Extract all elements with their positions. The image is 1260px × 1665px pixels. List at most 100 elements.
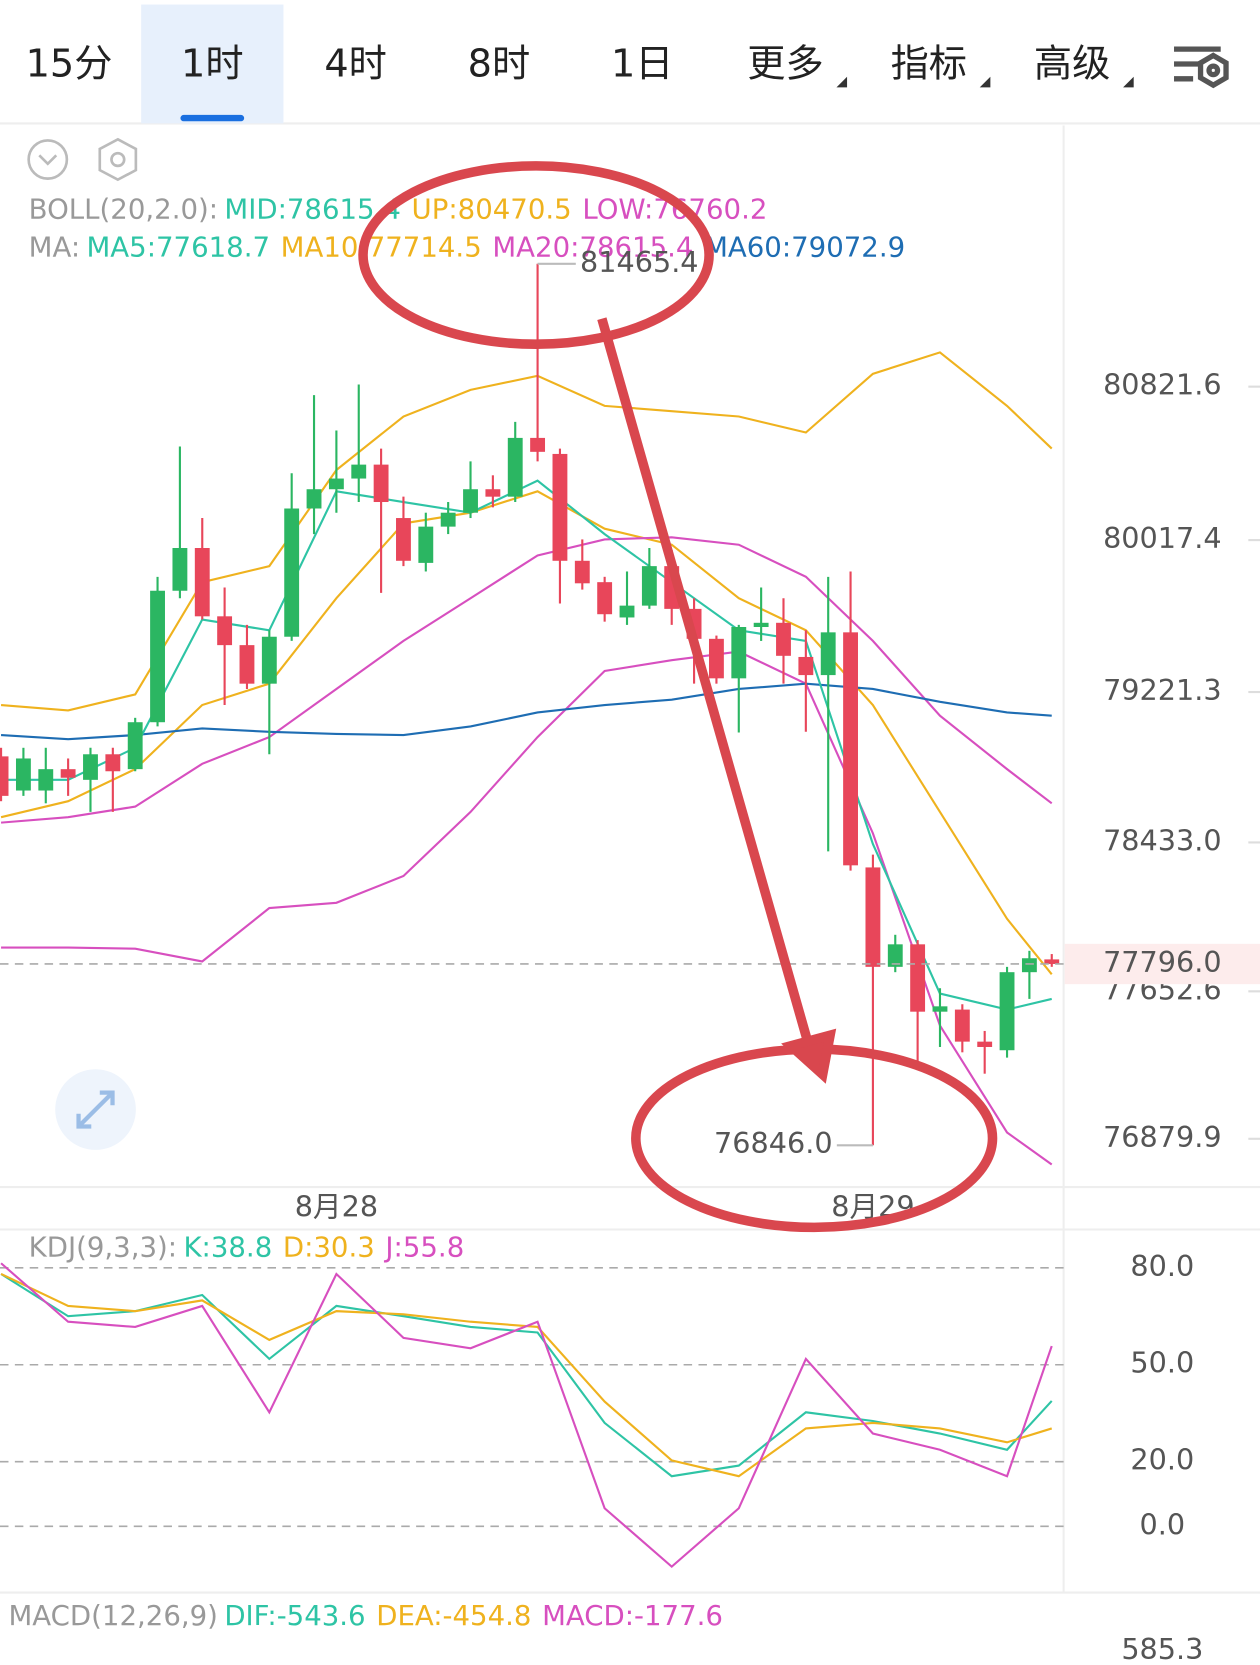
candle-body: [485, 489, 501, 497]
legend-item: J:55.8: [383, 1231, 464, 1264]
legend-item: DEA:-454.8: [376, 1599, 531, 1632]
candle-body: [619, 605, 635, 618]
candle-body: [932, 1006, 948, 1012]
tab[interactable]: 15分: [26, 43, 113, 87]
tab[interactable]: 1时: [181, 43, 244, 87]
dropdown-caret: [836, 76, 848, 88]
legend-title: MA:: [29, 231, 80, 264]
tab[interactable]: 指标: [891, 43, 967, 87]
legend-item: MA60:79072.9: [704, 231, 905, 264]
legend-item: DIF:-543.6: [224, 1599, 365, 1632]
candle-body: [127, 722, 143, 770]
candle-body: [60, 769, 76, 778]
candle-body: [440, 512, 456, 527]
legend-item: MA10:77714.5: [281, 231, 482, 264]
tab-active-bg: [141, 4, 284, 124]
candle-body: [239, 645, 255, 684]
indicator-line: [0, 1262, 1053, 1569]
candle-body: [597, 582, 613, 615]
indicator-line: [1, 650, 1053, 1166]
legend-item: UP:80470.5: [412, 192, 572, 225]
y-tick-label: 80821.6: [1103, 368, 1222, 402]
candle-body: [753, 622, 769, 628]
candle-body: [641, 566, 657, 606]
candle-body: [150, 590, 165, 723]
candle-body: [172, 548, 188, 591]
candle-body: [15, 758, 31, 791]
y-tick-label: 585.3: [1121, 1632, 1203, 1665]
indicator-line: [0, 490, 1053, 975]
dropdown-caret: [979, 76, 991, 88]
y-tick-label: 20.0: [1130, 1443, 1194, 1477]
candle-body: [328, 478, 344, 490]
indicator-legend: MA: MA5:77618.7 MA10:77714.5 MA20:78615.4 MA…: [29, 231, 906, 264]
candle-body: [1044, 959, 1060, 964]
candle-body: [463, 489, 478, 513]
candle-body: [1021, 958, 1037, 973]
tab[interactable]: 8时: [468, 43, 531, 87]
candle-body: [38, 769, 54, 791]
candle-body: [999, 972, 1015, 1051]
expand-button[interactable]: [55, 1069, 136, 1150]
indicator-legend: MACD(12,26,9) DIF:-543.6 DEA:-454.8 MACD:-1…: [8, 1599, 722, 1632]
indicator-line: [0, 1273, 1053, 1478]
candle-body: [954, 1009, 970, 1042]
candle-body: [865, 867, 881, 967]
candle-body: [194, 548, 210, 617]
last-price-box: [1064, 943, 1260, 985]
candle-body: [887, 944, 903, 967]
legend-item: K:38.8: [183, 1231, 272, 1264]
candle-body: [977, 1041, 993, 1047]
x-tick-label: 8月28: [295, 1189, 378, 1223]
indicator-line: [0, 536, 1053, 824]
legend-item: MA20:78615.4: [492, 231, 693, 264]
candle-body: [105, 754, 121, 772]
tab[interactable]: 4时: [324, 43, 387, 87]
y-tick-label: 80017.4: [1103, 521, 1222, 555]
candle-body: [574, 560, 590, 584]
legend-title: MACD(12,26,9): [8, 1599, 217, 1632]
candle-body: [396, 518, 411, 561]
candle-body: [507, 437, 523, 497]
legend-title: KDJ(9,3,3):: [29, 1231, 177, 1264]
candle-body: [708, 638, 724, 679]
y-tick-label: 80.0: [1130, 1249, 1194, 1283]
candle-body: [776, 622, 791, 656]
legend-item: MA5:77618.7: [86, 231, 270, 264]
candle-body: [351, 464, 367, 479]
indicator-line: [0, 682, 1052, 741]
annotation: [358, 161, 998, 1233]
candle-body: [552, 453, 568, 561]
candle-body: [306, 489, 322, 509]
chart-settings-icon[interactable]: [98, 137, 138, 182]
candle-body: [530, 437, 546, 452]
tab[interactable]: 更多: [747, 43, 823, 87]
candle-body: [0, 756, 9, 796]
candle-body: [83, 754, 98, 780]
tab[interactable]: 1日: [611, 43, 674, 87]
candle-body: [373, 464, 389, 503]
candle-body: [284, 508, 300, 637]
candle-body: [731, 627, 747, 679]
plots: 15分 1时 4时 8时 1日 更多 指标 高级 BOLL(20,2.0): MID:78615.…: [0, 4, 1260, 1665]
candle-body: [820, 632, 836, 676]
indicator-legend: BOLL(20,2.0): MID:78615.4 UP:80470.5 LOW:76…: [29, 192, 768, 225]
collapse-icon[interactable]: [27, 139, 69, 180]
y-tick-label: 79221.3: [1103, 673, 1222, 707]
settings-icon[interactable]: [1174, 46, 1229, 89]
candle-body: [910, 944, 926, 1012]
candle-body: [261, 636, 277, 684]
indicator-line: [1, 479, 1052, 1011]
y-tick-label: 76879.9: [1103, 1120, 1222, 1154]
min-label: 76846.0: [714, 1126, 833, 1160]
y-tick-label: 50.0: [1130, 1346, 1194, 1380]
candle-body: [843, 632, 858, 866]
legend-item: D:30.3: [283, 1231, 375, 1264]
max-label: 81465.4: [580, 245, 699, 279]
candle-body: [217, 616, 233, 646]
legend-item: MACD:-177.6: [542, 1599, 723, 1632]
tab[interactable]: 高级: [1034, 43, 1110, 87]
